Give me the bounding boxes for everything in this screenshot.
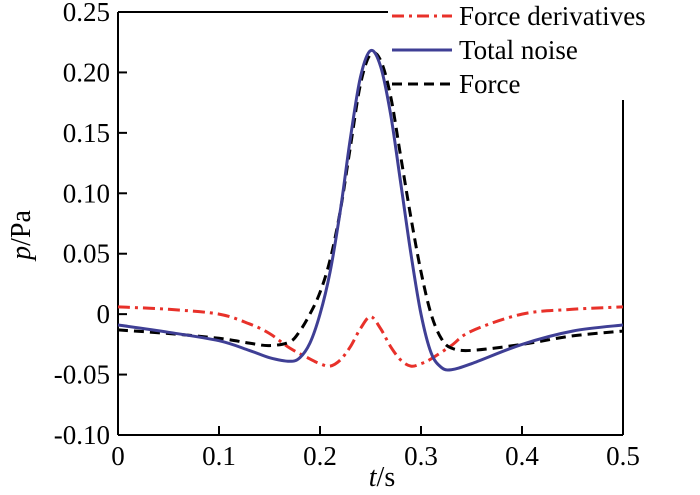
y-tick-label: -0.10	[54, 420, 110, 450]
y-axis-label-unit: /Pa	[6, 210, 37, 246]
x-tick-label: 0.2	[303, 441, 337, 471]
legend-label-force-derivatives: Force derivatives	[459, 1, 646, 31]
y-tick-label: 0.20	[63, 57, 110, 87]
plot-frame	[117, 11, 624, 436]
y-tick-label: 0.05	[63, 239, 110, 269]
y-tick-label: 0	[97, 299, 111, 329]
x-axis-label-unit: /s	[377, 462, 396, 493]
legend-label-force: Force	[459, 69, 520, 99]
x-tick-label: 0.5	[606, 441, 640, 471]
legend: Force derivatives Total noise Force	[392, 1, 646, 99]
series-layer	[117, 48, 624, 372]
y-axis-label: p/Pa	[6, 210, 37, 262]
y-tick-label: 0.10	[63, 178, 110, 208]
x-tick-label: 0	[111, 441, 125, 471]
x-tick-label: 0.4	[505, 441, 539, 471]
y-axis-label-var: p	[6, 246, 37, 262]
x-axis-label: t/s	[369, 462, 395, 493]
series-line-force-derivatives	[117, 305, 624, 368]
legend-label-total-noise: Total noise	[459, 35, 578, 65]
x-tick-label: 0.3	[404, 441, 438, 471]
x-tick-label: 0.1	[202, 441, 236, 471]
y-tick-label: 0.15	[63, 118, 110, 148]
series-line-force	[117, 51, 624, 353]
series-line-total-noise	[117, 48, 624, 372]
axis-ticks: 0 0.1 0.2 0.3 0.4 0.5 -0.10 -0.05 0 0.05 0.10 0.15 0…	[54, 0, 640, 471]
x-axis-label-var: t	[369, 462, 378, 493]
y-tick-label: 0.25	[63, 0, 110, 27]
y-tick-label: -0.05	[54, 360, 110, 390]
